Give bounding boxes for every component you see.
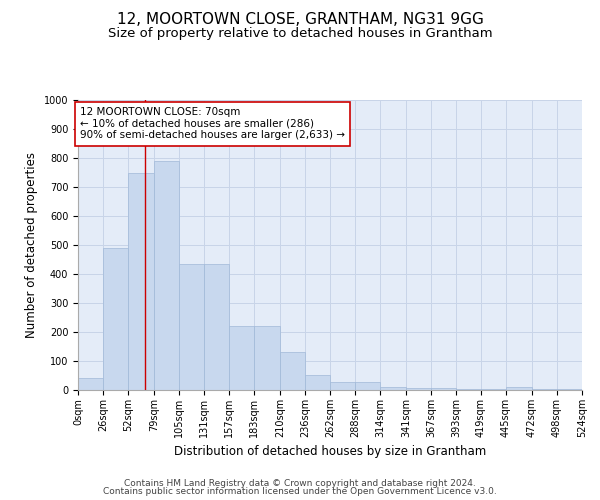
Bar <box>78 378 103 390</box>
Bar <box>330 382 355 390</box>
Bar <box>557 388 582 390</box>
Bar <box>431 388 456 390</box>
Bar <box>380 386 406 390</box>
Bar <box>355 382 380 390</box>
Text: 12, MOORTOWN CLOSE, GRANTHAM, NG31 9GG: 12, MOORTOWN CLOSE, GRANTHAM, NG31 9GG <box>116 12 484 28</box>
Bar <box>229 326 254 390</box>
X-axis label: Distribution of detached houses by size in Grantham: Distribution of detached houses by size … <box>174 446 486 458</box>
Bar <box>456 388 481 390</box>
Bar <box>179 264 204 390</box>
Bar <box>204 264 229 390</box>
Y-axis label: Number of detached properties: Number of detached properties <box>25 152 38 338</box>
Bar <box>481 388 506 390</box>
Text: Contains public sector information licensed under the Open Government Licence v3: Contains public sector information licen… <box>103 487 497 496</box>
Bar <box>305 375 330 390</box>
Bar <box>154 161 179 390</box>
Bar <box>103 248 128 390</box>
Bar <box>532 388 557 390</box>
Text: Size of property relative to detached houses in Grantham: Size of property relative to detached ho… <box>107 28 493 40</box>
Bar <box>254 326 280 390</box>
Text: 12 MOORTOWN CLOSE: 70sqm
← 10% of detached houses are smaller (286)
90% of semi-: 12 MOORTOWN CLOSE: 70sqm ← 10% of detach… <box>80 108 345 140</box>
Text: Contains HM Land Registry data © Crown copyright and database right 2024.: Contains HM Land Registry data © Crown c… <box>124 478 476 488</box>
Bar <box>280 352 305 390</box>
Bar <box>128 172 154 390</box>
Bar <box>406 388 431 390</box>
Bar <box>506 387 532 390</box>
